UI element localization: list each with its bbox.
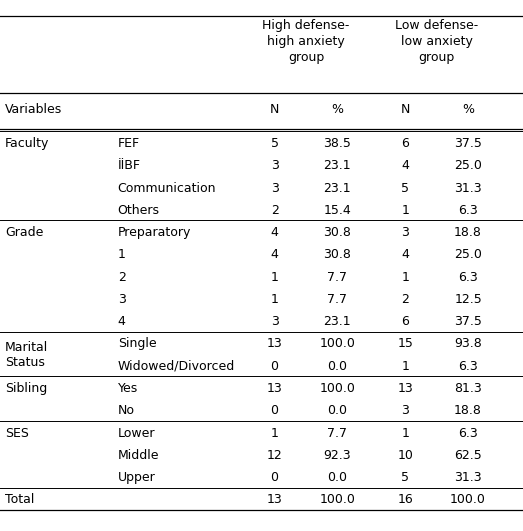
Text: 62.5: 62.5	[454, 449, 482, 462]
Text: Sibling: Sibling	[5, 382, 48, 395]
Text: 4: 4	[401, 159, 410, 172]
Text: 1: 1	[401, 426, 410, 440]
Text: 3: 3	[118, 293, 126, 306]
Text: 93.8: 93.8	[454, 338, 482, 350]
Text: 25.0: 25.0	[454, 159, 482, 172]
Text: Marital
Status: Marital Status	[5, 341, 49, 369]
Text: 15.4: 15.4	[323, 204, 351, 217]
Text: 30.8: 30.8	[323, 226, 351, 239]
Text: Preparatory: Preparatory	[118, 226, 191, 239]
Text: 0.0: 0.0	[327, 404, 347, 417]
Text: 31.3: 31.3	[454, 471, 482, 484]
Text: 12: 12	[267, 449, 282, 462]
Text: 6.3: 6.3	[458, 204, 478, 217]
Text: İİBF: İİBF	[118, 159, 141, 172]
Text: Total: Total	[5, 493, 35, 507]
Text: 1: 1	[118, 249, 126, 261]
Text: 37.5: 37.5	[454, 137, 482, 150]
Text: 100.0: 100.0	[320, 493, 355, 507]
Text: 23.1: 23.1	[324, 182, 351, 194]
Text: Communication: Communication	[118, 182, 216, 194]
Text: 6.3: 6.3	[458, 359, 478, 373]
Text: 6.3: 6.3	[458, 426, 478, 440]
Text: 3: 3	[401, 226, 410, 239]
Text: 1: 1	[270, 426, 279, 440]
Text: 10: 10	[397, 449, 413, 462]
Text: Yes: Yes	[118, 382, 138, 395]
Text: 3: 3	[401, 404, 410, 417]
Text: 100.0: 100.0	[320, 338, 355, 350]
Text: 0.0: 0.0	[327, 359, 347, 373]
Text: 6: 6	[401, 315, 410, 328]
Text: 23.1: 23.1	[324, 315, 351, 328]
Text: FEF: FEF	[118, 137, 140, 150]
Text: 4: 4	[401, 249, 410, 261]
Text: 38.5: 38.5	[323, 137, 351, 150]
Text: 18.8: 18.8	[454, 404, 482, 417]
Text: 2: 2	[270, 204, 279, 217]
Text: Widowed/Divorced: Widowed/Divorced	[118, 359, 235, 373]
Text: 100.0: 100.0	[320, 382, 355, 395]
Text: 4: 4	[270, 226, 279, 239]
Text: 81.3: 81.3	[454, 382, 482, 395]
Text: 5: 5	[401, 471, 410, 484]
Text: 7.7: 7.7	[327, 426, 347, 440]
Text: 0: 0	[270, 471, 279, 484]
Text: 92.3: 92.3	[324, 449, 351, 462]
Text: High defense-
high anxiety
group: High defense- high anxiety group	[262, 19, 350, 64]
Text: Others: Others	[118, 204, 160, 217]
Text: 2: 2	[118, 271, 126, 284]
Text: Upper: Upper	[118, 471, 155, 484]
Text: Middle: Middle	[118, 449, 159, 462]
Text: %: %	[332, 102, 343, 116]
Text: 25.0: 25.0	[454, 249, 482, 261]
Text: SES: SES	[5, 426, 29, 440]
Text: 13: 13	[267, 382, 282, 395]
Text: 18.8: 18.8	[454, 226, 482, 239]
Text: 2: 2	[401, 293, 410, 306]
Text: 1: 1	[401, 359, 410, 373]
Text: 5: 5	[270, 137, 279, 150]
Text: 0.0: 0.0	[327, 471, 347, 484]
Text: Low defense-
low anxiety
group: Low defense- low anxiety group	[395, 19, 479, 64]
Text: 13: 13	[267, 338, 282, 350]
Text: 4: 4	[270, 249, 279, 261]
Text: Lower: Lower	[118, 426, 155, 440]
Text: 13: 13	[397, 382, 413, 395]
Text: 12.5: 12.5	[454, 293, 482, 306]
Text: N: N	[401, 102, 410, 116]
Text: 30.8: 30.8	[323, 249, 351, 261]
Text: 5: 5	[401, 182, 410, 194]
Text: 31.3: 31.3	[454, 182, 482, 194]
Text: 0: 0	[270, 359, 279, 373]
Text: 0: 0	[270, 404, 279, 417]
Text: 3: 3	[270, 182, 279, 194]
Text: 3: 3	[270, 159, 279, 172]
Text: 4: 4	[118, 315, 126, 328]
Text: 3: 3	[270, 315, 279, 328]
Text: 1: 1	[401, 204, 410, 217]
Text: Grade: Grade	[5, 226, 43, 239]
Text: Faculty: Faculty	[5, 137, 50, 150]
Text: 6: 6	[401, 137, 410, 150]
Text: 16: 16	[397, 493, 413, 507]
Text: 7.7: 7.7	[327, 293, 347, 306]
Text: N: N	[270, 102, 279, 116]
Text: 1: 1	[401, 271, 410, 284]
Text: 6.3: 6.3	[458, 271, 478, 284]
Text: 13: 13	[267, 493, 282, 507]
Text: 37.5: 37.5	[454, 315, 482, 328]
Text: Single: Single	[118, 338, 156, 350]
Text: 1: 1	[270, 271, 279, 284]
Text: Variables: Variables	[5, 102, 62, 116]
Text: 15: 15	[397, 338, 413, 350]
Text: 23.1: 23.1	[324, 159, 351, 172]
Text: No: No	[118, 404, 135, 417]
Text: 100.0: 100.0	[450, 493, 486, 507]
Text: 1: 1	[270, 293, 279, 306]
Text: 7.7: 7.7	[327, 271, 347, 284]
Text: %: %	[462, 102, 474, 116]
